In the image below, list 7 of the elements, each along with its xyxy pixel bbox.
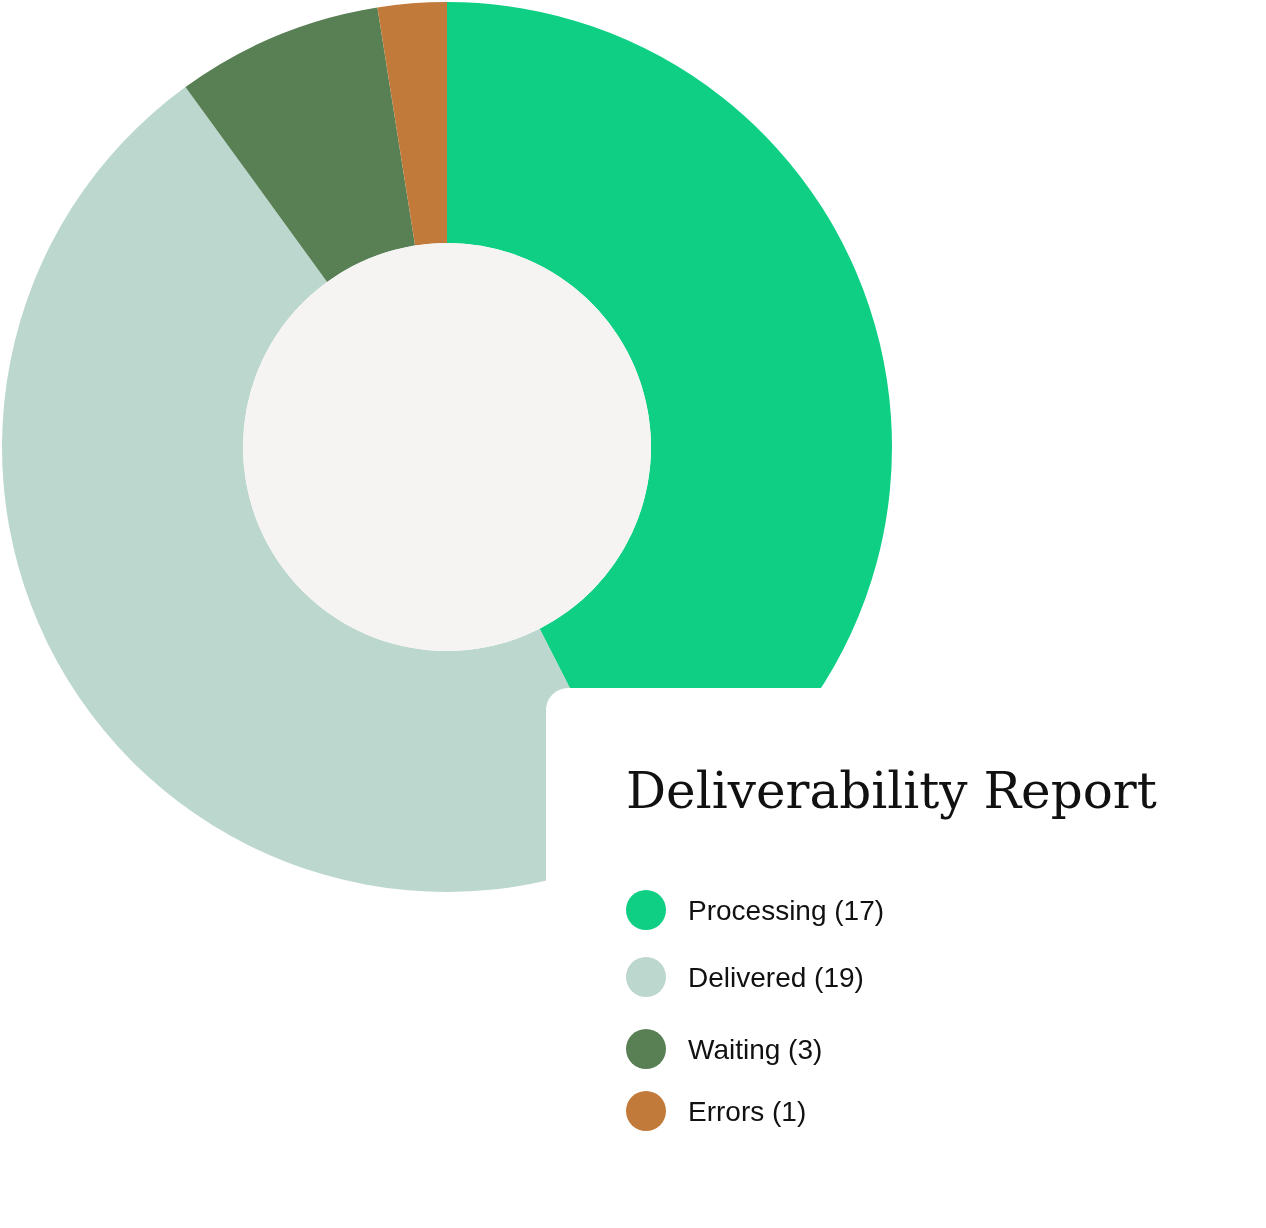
donut-slice (377, 2, 447, 246)
legend-label: Waiting (3) (688, 1034, 823, 1065)
legend-label: Processing (17) (688, 895, 885, 926)
donut-slice (185, 7, 416, 282)
text: Deliverability Report (626, 762, 1157, 820)
legend-label: Errors (1) (688, 1096, 807, 1127)
legend-label: Delivered (19) (688, 962, 864, 993)
